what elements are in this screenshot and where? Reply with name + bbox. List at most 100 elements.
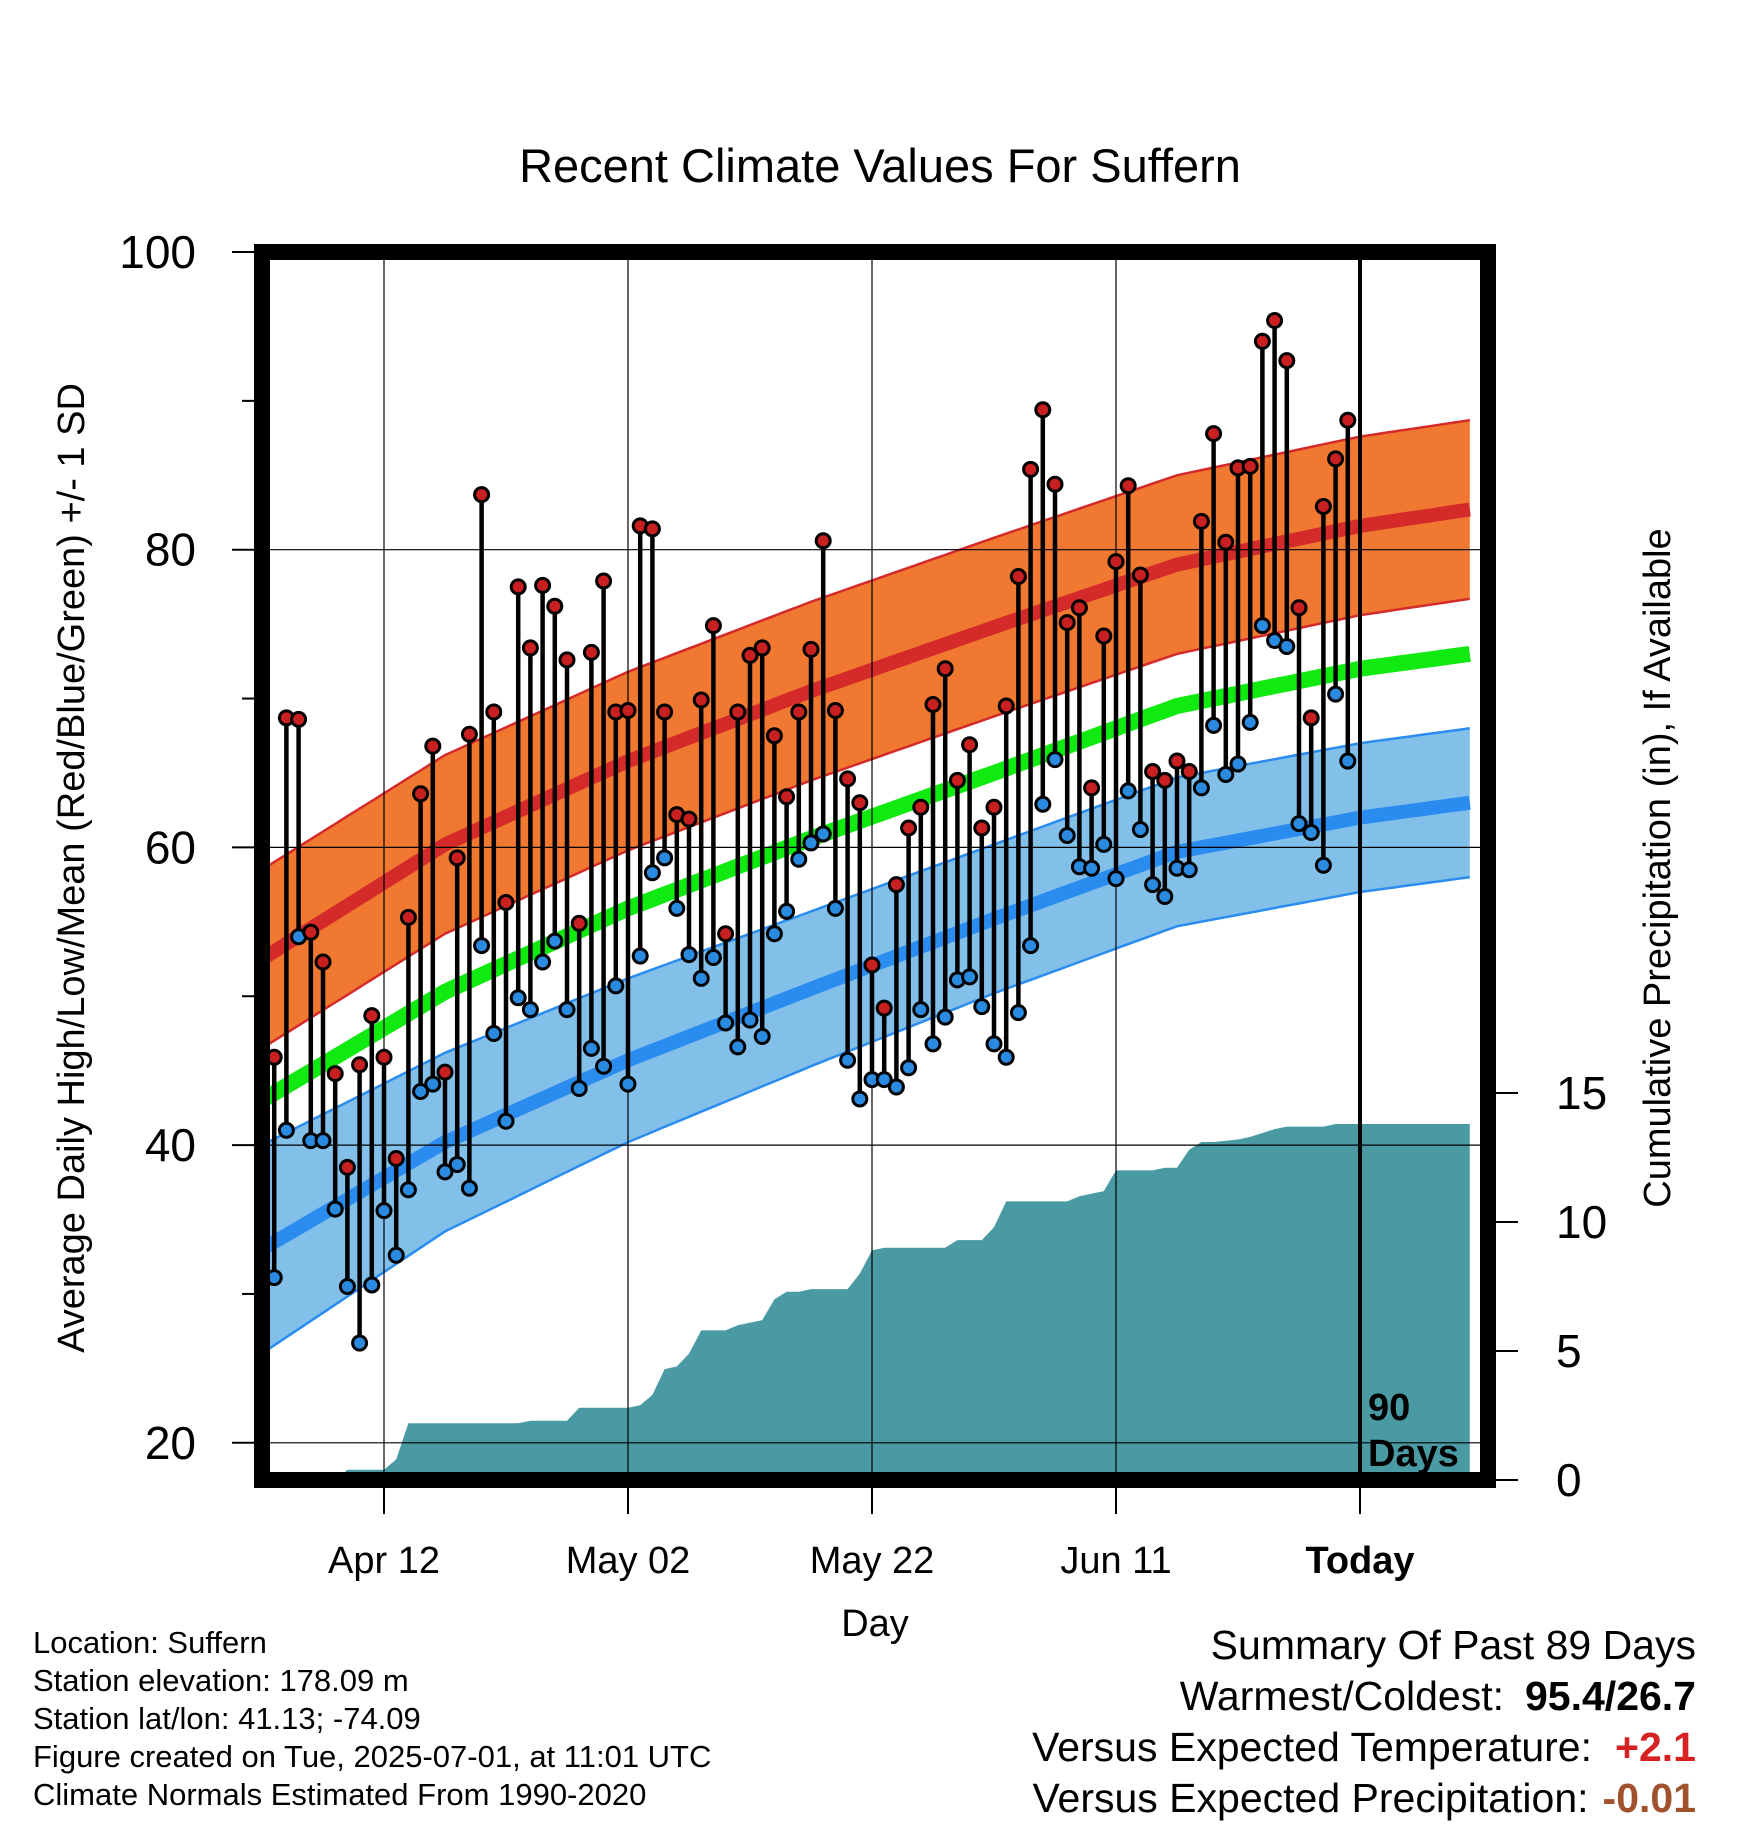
temp-vs-expected-value: +2.1 bbox=[1615, 1724, 1696, 1770]
low-temp-point bbox=[412, 1083, 430, 1101]
high-temp-point bbox=[1156, 771, 1174, 789]
high-temp-point bbox=[912, 798, 930, 816]
low-temp-point bbox=[631, 947, 649, 965]
low-temp-point bbox=[1046, 751, 1064, 769]
low-temp-point bbox=[680, 946, 698, 964]
high-temp-point bbox=[1046, 475, 1064, 493]
high-band-upper-edge bbox=[261, 418, 1470, 871]
low-temp-point bbox=[1034, 795, 1052, 813]
high-temp-point bbox=[985, 798, 1003, 816]
high-temp-point bbox=[826, 701, 844, 719]
high-temp-point bbox=[1339, 411, 1357, 429]
low-temp-point bbox=[1302, 824, 1320, 842]
high-temp-point bbox=[485, 703, 503, 721]
low-temp-point bbox=[826, 899, 844, 917]
today-marker-label: 90 bbox=[1368, 1387, 1410, 1429]
low-temp-point bbox=[1058, 826, 1076, 844]
created-text: Figure created on Tue, 2025-07-01, at 11… bbox=[33, 1739, 712, 1774]
high-temp-point bbox=[1217, 533, 1235, 551]
high-temp-point bbox=[863, 956, 881, 974]
high-temp-point bbox=[948, 771, 966, 789]
summary-temp: Versus Expected Temperature: +2.1 bbox=[1032, 1722, 1696, 1773]
low-temp-point bbox=[546, 932, 564, 950]
high-temp-point bbox=[387, 1149, 405, 1167]
normal-mean-line bbox=[257, 645, 1471, 1108]
summary-warm-cold: Warmest/Coldest: 95.4/26.7 bbox=[1032, 1671, 1696, 1722]
high-temp-point bbox=[741, 646, 759, 664]
high-temp-point bbox=[729, 703, 747, 721]
low-temp-point bbox=[607, 977, 625, 995]
high-temp-point bbox=[558, 651, 576, 669]
y-tick-label: 20 bbox=[145, 1417, 196, 1469]
high-temp-point bbox=[778, 788, 796, 806]
high-temp-point bbox=[460, 725, 478, 743]
low-temp-point bbox=[619, 1075, 637, 1093]
low-temp-point bbox=[1156, 888, 1174, 906]
high-temp-point bbox=[1022, 460, 1040, 478]
low-temp-point bbox=[875, 1071, 893, 1089]
high-temp-point bbox=[1327, 450, 1345, 468]
high-temp-point bbox=[924, 695, 942, 713]
low-temp-point bbox=[961, 968, 979, 986]
low-temp-point bbox=[656, 849, 674, 867]
high-temp-point bbox=[534, 576, 552, 594]
high-temp-point bbox=[1070, 599, 1088, 617]
low-temp-point bbox=[338, 1277, 356, 1295]
high-temp-point bbox=[1131, 566, 1149, 584]
high-temp-point bbox=[351, 1056, 369, 1074]
high-temp-point bbox=[546, 597, 564, 615]
high-temp-point bbox=[1253, 332, 1271, 350]
normals-period-text: Climate Normals Estimated From 1990-2020 bbox=[33, 1777, 647, 1812]
high-temp-point bbox=[997, 697, 1015, 715]
y2-tick-label: 10 bbox=[1556, 1196, 1607, 1248]
low-temp-point bbox=[1327, 685, 1345, 703]
low-temp-point bbox=[839, 1051, 857, 1069]
low-temp-point bbox=[375, 1202, 393, 1220]
low-temp-point bbox=[595, 1057, 613, 1075]
high-temp-point bbox=[973, 819, 991, 837]
high-temp-point bbox=[704, 617, 722, 635]
high-temp-point bbox=[521, 639, 539, 657]
low-temp-point bbox=[912, 1001, 930, 1019]
low-temp-point bbox=[887, 1078, 905, 1096]
high-temp-point bbox=[314, 953, 332, 971]
high-temp-point bbox=[619, 701, 637, 719]
low-temp-point bbox=[1022, 937, 1040, 955]
high-temp-point bbox=[497, 893, 515, 911]
summary-title: Summary Of Past 89 Days bbox=[1210, 1622, 1696, 1668]
low-temp-point bbox=[1278, 637, 1296, 655]
high-band-lower-edge bbox=[261, 597, 1470, 1050]
low-temp-point bbox=[1339, 752, 1357, 770]
low-temp-point bbox=[1205, 716, 1223, 734]
high-temp-point bbox=[1095, 627, 1113, 645]
low-temp-point bbox=[1180, 861, 1198, 879]
low-temp-point bbox=[1095, 835, 1113, 853]
low-temp-point bbox=[643, 864, 661, 882]
precip-vs-expected-label: Versus Expected Precipitation: bbox=[1032, 1775, 1589, 1821]
high-temp-point bbox=[595, 572, 613, 590]
y2-axis-label: Cumulative Precipitation (in), If Availa… bbox=[1637, 528, 1679, 1207]
high-temp-point bbox=[399, 908, 417, 926]
x-tick-label: Jun 11 bbox=[1060, 1540, 1171, 1582]
y-tick-label: 100 bbox=[119, 226, 196, 278]
high-temp-point bbox=[509, 578, 527, 596]
low-temp-point bbox=[1229, 755, 1247, 773]
y-tick-label: 60 bbox=[145, 821, 196, 873]
low-temp-point bbox=[814, 825, 832, 843]
low-band-lower-edge bbox=[261, 875, 1470, 1355]
y-axis-label: Average Daily High/Low/Mean (Red/Blue/Gr… bbox=[51, 383, 93, 1353]
y-tick-label: 80 bbox=[145, 524, 196, 576]
high-temp-point bbox=[887, 876, 905, 894]
high-temp-point bbox=[1278, 352, 1296, 370]
latlon-text: Station lat/lon: 41.13; -74.09 bbox=[33, 1701, 421, 1736]
high-temp-point bbox=[436, 1063, 454, 1081]
high-temp-point bbox=[582, 643, 600, 661]
low-temp-point bbox=[778, 902, 796, 920]
low-temp-point bbox=[717, 1014, 735, 1032]
low-temp-point bbox=[521, 1001, 539, 1019]
low-temp-point bbox=[1241, 713, 1259, 731]
low-temp-point bbox=[436, 1163, 454, 1181]
high-temp-point bbox=[1107, 553, 1125, 571]
low-temp-point bbox=[1290, 815, 1308, 833]
high-temp-point bbox=[424, 737, 442, 755]
